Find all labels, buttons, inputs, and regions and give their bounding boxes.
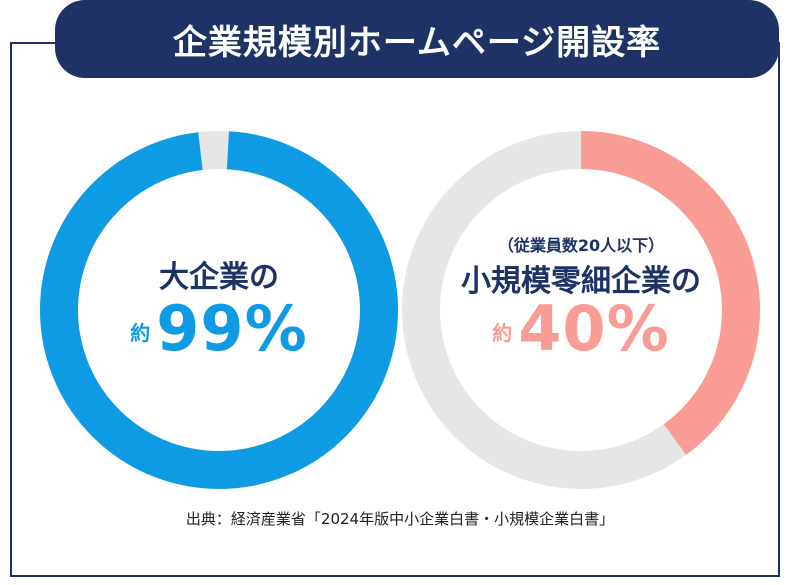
- small-enterprise-value: 40%: [518, 292, 670, 365]
- source-note: 出典：経済産業省「2024年版中小企業白書・小規模企業白書」: [185, 510, 615, 528]
- donut-large-enterprise-value-arc: [40, 131, 398, 489]
- small-enterprise-sublabel: （従業員数20人以下）: [497, 236, 665, 255]
- chart-title: 企業規模別ホームページ開設率: [172, 22, 662, 63]
- large-enterprise-value-group: 約 99%: [99, 298, 339, 360]
- donut-small-enterprise-value-arc: [402, 131, 760, 489]
- small-enterprise-prefix: 約: [492, 321, 513, 345]
- large-enterprise-value: 99%: [156, 292, 308, 365]
- donut-large-enterprise: [40, 131, 398, 489]
- title-banner: 企業規模別ホームページ開設率: [55, 0, 779, 78]
- large-enterprise-label: 大企業の: [159, 260, 279, 295]
- donut-small-enterprise: [402, 131, 760, 489]
- large-enterprise-prefix: 約: [130, 321, 151, 345]
- small-enterprise-value-group: 約 40%: [461, 298, 701, 360]
- small-enterprise-label: 小規模零細企業の: [461, 264, 701, 299]
